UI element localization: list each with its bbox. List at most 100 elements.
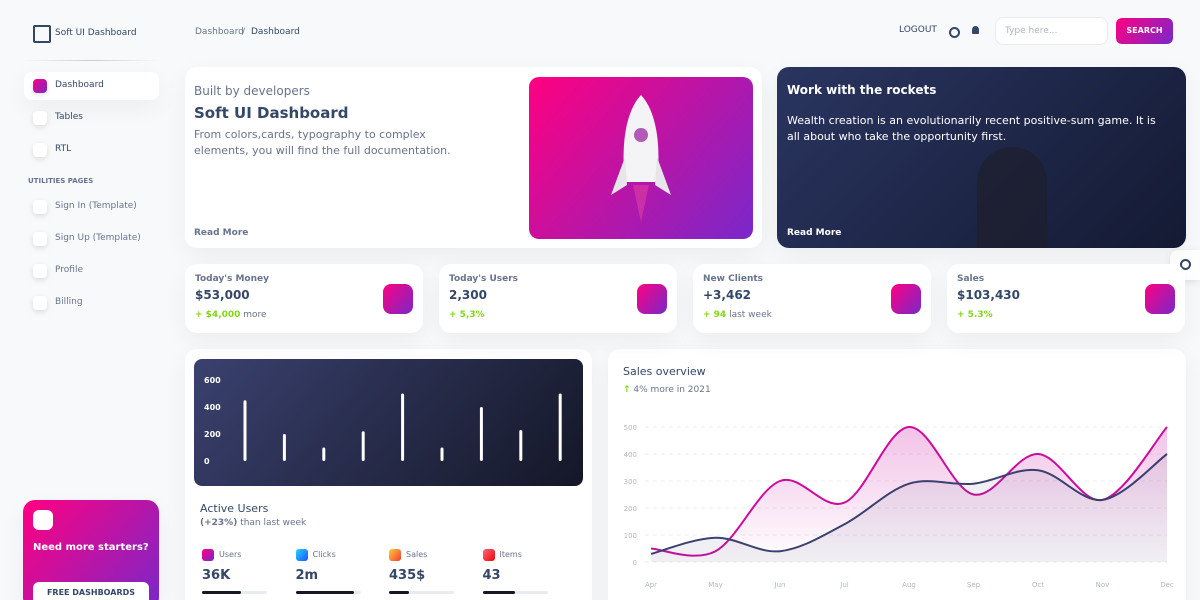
- up-arrow: ↑: [623, 385, 631, 395]
- stat-card: New Clients +3,462 + 94 last week: [693, 264, 931, 333]
- bar: [558, 393, 562, 461]
- item-label: Clicks: [312, 550, 336, 559]
- stat-change: + 94: [703, 310, 727, 320]
- stat-change-row: + $4,000 more: [195, 310, 267, 320]
- promo-button[interactable]: FREE DASHBOARDS: [33, 582, 149, 600]
- item-icon: [389, 549, 401, 561]
- active-users-card: 0 200 400 600 Active Users (+23%) than last…: [185, 349, 592, 600]
- nav-item[interactable]: Billing: [55, 297, 83, 307]
- progress-bar: [482, 591, 515, 594]
- intro-text: From colors,cards, typography to complex…: [194, 128, 451, 157]
- stat-value: $103,430: [957, 288, 1021, 302]
- nav-item[interactable]: Dashboard: [55, 80, 104, 90]
- stat-card: Today's Money $53,000 + $4,000 more: [185, 264, 423, 333]
- breadcrumb-separator: /: [242, 27, 246, 37]
- stat-value: 2,300: [449, 288, 487, 302]
- logout[interactable]: LOGOUT: [899, 25, 937, 35]
- progress-track: [389, 591, 454, 594]
- nav-item[interactable]: RTL: [55, 144, 72, 154]
- stat-label: Today's Money: [195, 274, 269, 284]
- stat-value: $53,000: [195, 288, 250, 302]
- item-value: 2m: [295, 568, 319, 583]
- bar: [479, 407, 483, 461]
- item-icon: [482, 549, 495, 561]
- bell-icon[interactable]: [972, 26, 979, 34]
- nav-icon: [33, 111, 47, 125]
- brand-logo: [33, 25, 51, 43]
- bar: [282, 434, 286, 461]
- stat-note: last week: [729, 310, 772, 320]
- rockets-card: Work with the rockets Wealth creation is…: [777, 67, 1186, 248]
- stat-label: Sales: [957, 274, 985, 284]
- item-icon: [202, 549, 214, 561]
- progress-bar: [295, 591, 354, 594]
- search-input[interactable]: Type here...: [995, 17, 1108, 45]
- bar: [243, 400, 247, 461]
- nav-item[interactable]: Sign In (Template): [55, 201, 137, 211]
- intro-card: Built by developers Soft UI Dashboard Fr…: [185, 67, 762, 248]
- bar: [519, 429, 523, 461]
- stat-change-row: + 5.3%: [957, 310, 993, 320]
- sales-overview-card: Sales overview ↑ 4% more in 2021: [608, 349, 1186, 600]
- rockets-link[interactable]: Read More: [787, 228, 842, 238]
- progress-bar: [202, 591, 241, 594]
- settings-icon[interactable]: [949, 27, 960, 38]
- rocket-flame: [633, 185, 649, 222]
- sales-change: 4% more in 2021: [633, 385, 711, 395]
- brand: Soft UI Dashboard: [55, 28, 137, 38]
- nav-item[interactable]: Sign Up (Template): [55, 233, 141, 243]
- active-users-note: than last week: [240, 518, 307, 528]
- stat-icon: [891, 284, 921, 314]
- nav-icon: [33, 264, 47, 278]
- search-placeholder: Type here...: [1005, 26, 1058, 36]
- breadcrumb-root[interactable]: Dashboard: [195, 27, 244, 37]
- rockets-title: Work with the rockets: [787, 83, 937, 97]
- stat-icon: [383, 284, 413, 314]
- item-label: Sales: [406, 550, 428, 559]
- nav-item[interactable]: Profile: [55, 265, 83, 275]
- rocket-image: [529, 77, 753, 239]
- intro-title: Soft UI Dashboard: [194, 104, 349, 122]
- stat-icon: [1145, 284, 1175, 314]
- active-users-change: (+23%): [200, 518, 238, 528]
- rocket-window: [634, 128, 648, 142]
- photo-shade: [977, 147, 1047, 248]
- y-tick-label: 200: [204, 430, 221, 439]
- promo-card: Need more starters? FREE DASHBOARDS: [23, 500, 159, 600]
- divider: [24, 60, 159, 61]
- nav-item[interactable]: Tables: [55, 112, 83, 122]
- section-title: UTILITIES PAGES: [28, 177, 94, 185]
- bar: [401, 393, 405, 461]
- nav-icon: [33, 296, 47, 310]
- stat-card: Today's Users 2,300 + 5,3%: [439, 264, 677, 333]
- promo-title: Need more starters?: [33, 542, 149, 553]
- stat-change-row: + 5,3%: [449, 310, 485, 320]
- bar: [361, 431, 365, 461]
- rockets-text: Wealth creation is an evolutionarily rec…: [787, 114, 1156, 143]
- item-value: 36K: [202, 568, 231, 583]
- intro-link[interactable]: Read More: [194, 228, 249, 238]
- progress-track: [482, 591, 548, 594]
- stat-label: New Clients: [703, 274, 764, 284]
- bar-chart: 0 200 400 600: [204, 376, 562, 466]
- stat-card: Sales $103,430 + 5.3%: [947, 264, 1185, 333]
- search-button[interactable]: SEARCH: [1116, 18, 1173, 44]
- y-tick-label: 0: [204, 457, 210, 466]
- promo-icon: [33, 510, 53, 530]
- active-users-title: Active Users: [200, 502, 269, 515]
- bar: [322, 447, 326, 461]
- y-tick-label: 400: [204, 403, 221, 412]
- nav-icon: [33, 200, 47, 214]
- item-value: 435$: [389, 568, 426, 583]
- stat-label: Today's Users: [449, 274, 519, 284]
- breadcrumb-current: Dashboard: [251, 27, 300, 37]
- bar-chart-box: 0 200 400 600: [194, 359, 583, 486]
- item-label: Items: [499, 550, 522, 559]
- rocket-fins: [611, 157, 671, 195]
- nav-icon: [33, 143, 47, 157]
- stat-icon: [637, 284, 667, 314]
- sales-title: Sales overview: [623, 365, 706, 378]
- stat-change: + 5,3%: [449, 310, 485, 320]
